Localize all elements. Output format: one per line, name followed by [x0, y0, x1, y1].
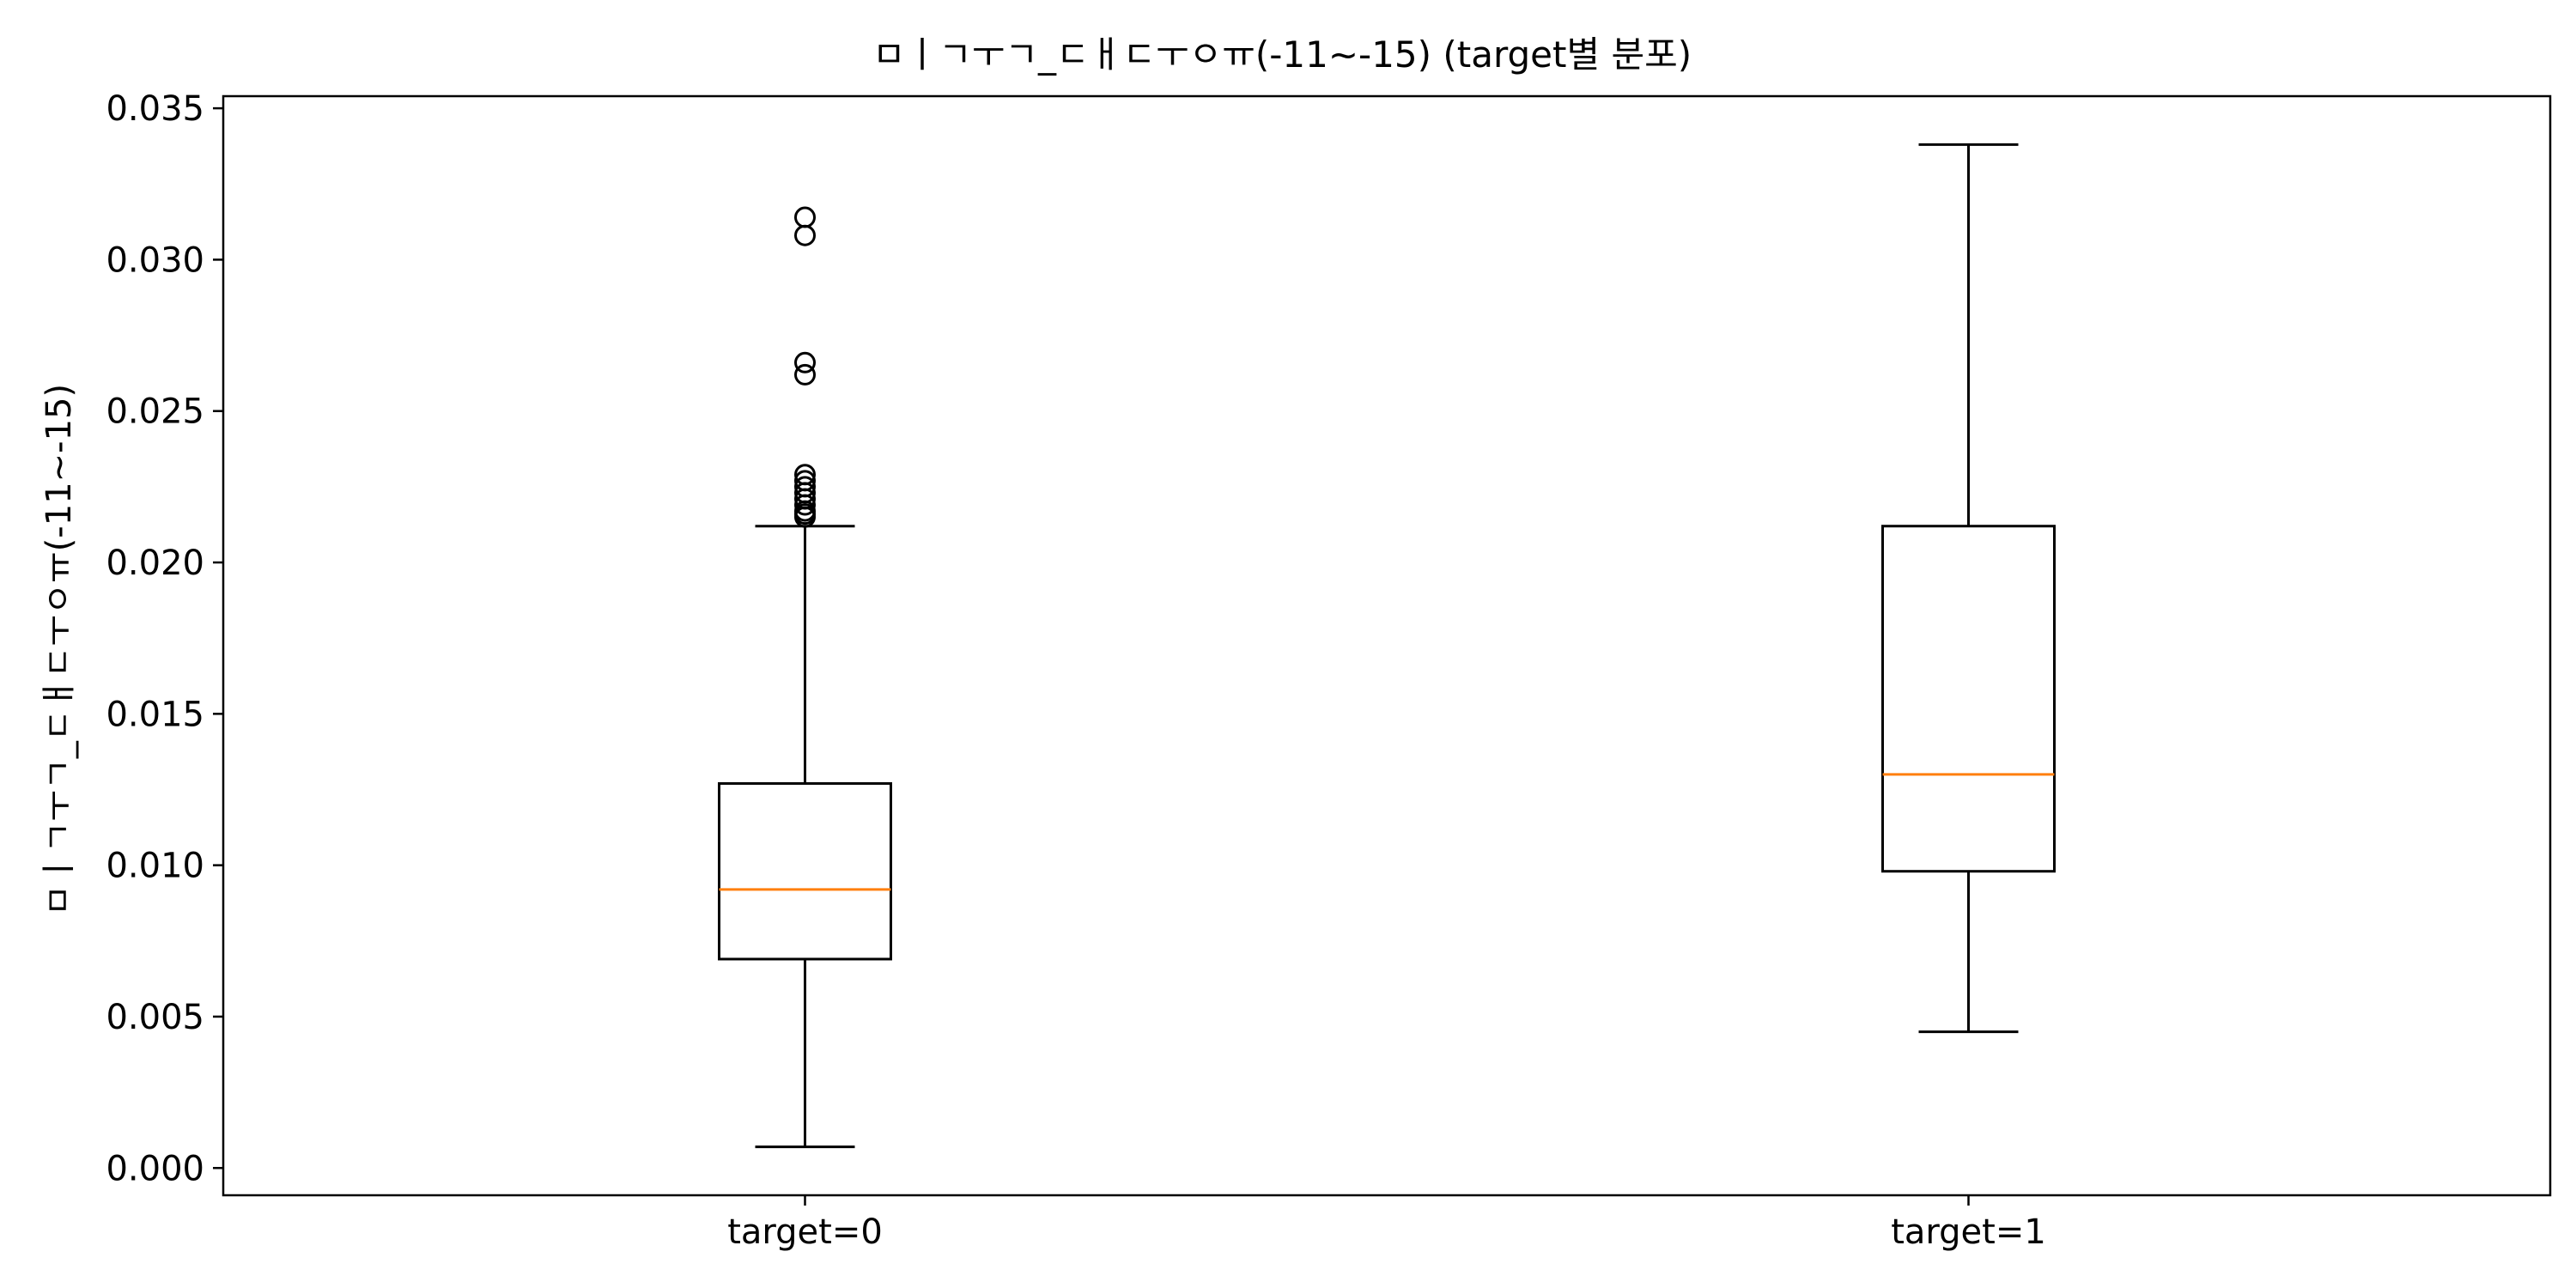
y-axis-label: ㅁㅣㄱㅜㄱ_ㄷㅐㄷㅜㅇㅠ(-11~-15) — [39, 384, 79, 916]
x-tick-label: target=0 — [727, 1212, 883, 1252]
y-tick-label: 0.035 — [106, 89, 204, 129]
outlier-point — [794, 470, 816, 492]
y-tick-label: 0.015 — [106, 695, 204, 734]
outlier-point — [794, 363, 816, 386]
y-tick-label: 0.030 — [106, 240, 204, 280]
iqr-box — [1881, 525, 2056, 873]
outlier-point — [794, 476, 816, 498]
y-tick-label: 0.020 — [106, 544, 204, 583]
x-tick-label: target=1 — [1891, 1212, 2046, 1252]
outlier-point — [794, 464, 816, 486]
outlier-point — [794, 206, 816, 228]
plot-area: 0.000 0.005 0.010 0.015 0.020 0.025 0.030 0.035… — [106, 89, 2552, 1252]
chart-title: ㅁㅣㄱㅜㄱ_ㄷㅐㄷㅜㅇㅠ(-11~-15) (target별 분포) — [872, 33, 1692, 76]
y-tick-label: 0.005 — [106, 998, 204, 1037]
y-tick-label: 0.000 — [106, 1149, 204, 1188]
y-tick-label: 0.010 — [106, 847, 204, 886]
plot-frame — [222, 94, 2552, 1197]
y-tick-label: 0.025 — [106, 392, 204, 432]
iqr-box — [718, 781, 892, 961]
outlier-point — [794, 351, 816, 374]
